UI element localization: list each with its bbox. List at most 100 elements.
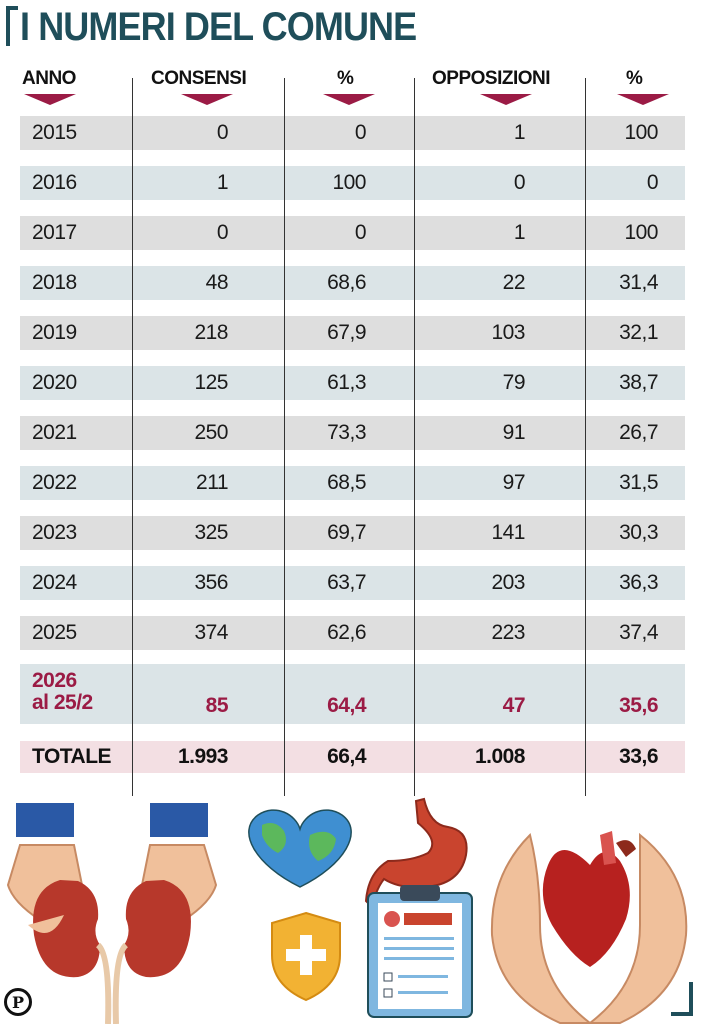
cell-consensi: 1 — [216, 171, 229, 194]
cell-pct-consensi: 64,4 — [327, 694, 366, 717]
cell-pct-opposizioni: 100 — [624, 121, 658, 144]
cell-pct-consensi: 0 — [354, 121, 367, 144]
cell-pct-opposizioni: 0 — [646, 171, 659, 194]
cell-opposizioni: 203 — [491, 571, 525, 594]
triangle-marker-pct-opposizioni — [617, 94, 669, 105]
column-header-anno: ANNO — [22, 68, 76, 89]
cell-anno: 2015 — [32, 121, 77, 144]
table-row: 2015 0 0 1 100 — [20, 116, 685, 150]
cell-pct-opposizioni: 100 — [624, 221, 658, 244]
cell-consensi: 211 — [196, 471, 228, 494]
shield-cross-icon — [271, 911, 341, 1002]
cell-consensi: 325 — [194, 521, 228, 544]
cell-anno: 2025 — [32, 621, 77, 644]
cell-consensi: 125 — [194, 371, 228, 394]
cell-pct-opposizioni: 35,6 — [619, 694, 658, 717]
cell-anno: 2024 — [32, 571, 77, 594]
cell-opposizioni: 0 — [513, 171, 526, 194]
cell-opposizioni: 223 — [491, 621, 525, 644]
cell-anno: TOTALE — [32, 745, 112, 768]
table-row: 2023 325 69,7 141 30,3 — [20, 516, 685, 550]
cell-opposizioni: 1 — [513, 221, 526, 244]
column-header-consensi: CONSENSI — [151, 68, 247, 89]
column-divider — [284, 78, 285, 796]
table-row: 2022 211 68,5 97 31,5 — [20, 466, 685, 500]
cell-pct-consensi: 66,4 — [327, 745, 366, 768]
publisher-logo-icon: P — [4, 988, 32, 1016]
table-row: 2026 al 25/2 85 64,4 47 35,6 — [20, 664, 685, 724]
column-divider — [132, 78, 133, 796]
cell-anno: 2026 al 25/2 — [32, 664, 132, 724]
total-row: TOTALE 1.993 66,4 1.008 33,6 — [20, 741, 685, 773]
column-header-pct-consensi: % — [337, 68, 354, 89]
cell-pct-opposizioni: 30,3 — [619, 521, 658, 544]
cell-consensi: 250 — [194, 421, 228, 444]
cell-anno: 2017 — [32, 221, 77, 244]
stomach-icon — [364, 797, 468, 909]
cell-pct-opposizioni: 37,4 — [619, 621, 658, 644]
cell-pct-opposizioni: 38,7 — [619, 371, 658, 394]
cell-anno: 2020 — [32, 371, 77, 394]
corner-bracket — [671, 982, 693, 1016]
cell-consensi: 0 — [216, 221, 229, 244]
page-title: I NUMERI DEL COMUNE — [20, 5, 417, 49]
triangle-marker-pct-consensi — [323, 94, 375, 105]
cell-consensi: 85 — [205, 694, 229, 717]
cell-pct-opposizioni: 33,6 — [619, 745, 658, 768]
cell-anno: 2021 — [32, 421, 77, 444]
cell-consensi: 0 — [216, 121, 229, 144]
kidneys-icon — [6, 803, 218, 1024]
cell-pct-consensi: 0 — [354, 221, 367, 244]
cell-pct-consensi: 63,7 — [327, 571, 366, 594]
column-header-pct-opposizioni: % — [626, 68, 643, 89]
cell-opposizioni: 141 — [491, 521, 525, 544]
cell-anno: 2018 — [32, 271, 77, 294]
year-label: 2026 — [32, 669, 77, 692]
cell-opposizioni: 1 — [513, 121, 526, 144]
cell-pct-opposizioni: 31,5 — [619, 471, 658, 494]
cell-opposizioni: 103 — [491, 321, 525, 344]
cell-anno: 2019 — [32, 321, 77, 344]
cell-pct-consensi: 67,9 — [327, 321, 366, 344]
cell-pct-consensi: 68,5 — [327, 471, 366, 494]
health-illustration — [6, 797, 688, 1024]
table-row: 2024 356 63,7 203 36,3 — [20, 566, 685, 600]
cell-pct-consensi: 100 — [332, 171, 366, 194]
triangle-marker-opposizioni — [480, 94, 532, 105]
globe-heart-icon — [248, 809, 352, 888]
table-row: 2020 125 61,3 79 38,7 — [20, 366, 685, 400]
cell-opposizioni: 91 — [502, 421, 526, 444]
cell-pct-consensi: 62,6 — [327, 621, 366, 644]
table-row: 2017 0 0 1 100 — [20, 216, 685, 250]
cell-pct-consensi: 73,3 — [327, 421, 366, 444]
cell-consensi: 374 — [194, 621, 228, 644]
heart-in-hands-icon — [490, 831, 688, 1024]
cell-anno: 2022 — [32, 471, 77, 494]
year-sublabel: al 25/2 — [32, 691, 93, 714]
column-divider — [414, 78, 415, 796]
cell-anno: 2016 — [32, 171, 77, 194]
table-row: 2025 374 62,6 223 37,4 — [20, 616, 685, 650]
cell-pct-consensi: 61,3 — [327, 371, 366, 394]
cell-opposizioni: 1.008 — [474, 745, 526, 768]
cell-pct-consensi: 68,6 — [327, 271, 366, 294]
column-header-opposizioni: OPPOSIZIONI — [432, 68, 551, 89]
cell-opposizioni: 47 — [502, 694, 526, 717]
cell-anno: 2023 — [32, 521, 77, 544]
cell-consensi: 356 — [194, 571, 228, 594]
cell-pct-opposizioni: 36,3 — [619, 571, 658, 594]
column-divider — [585, 78, 586, 796]
table-row: 2016 1 100 0 0 — [20, 166, 685, 200]
cell-opposizioni: 22 — [502, 271, 526, 294]
triangle-marker-anno — [24, 94, 76, 105]
cell-consensi: 218 — [194, 321, 228, 344]
triangle-marker-consensi — [181, 94, 233, 105]
patient-card-icon — [367, 885, 473, 1018]
cell-consensi: 1.993 — [177, 745, 229, 768]
cell-pct-opposizioni: 26,7 — [619, 421, 658, 444]
cell-opposizioni: 97 — [502, 471, 526, 494]
cell-opposizioni: 79 — [502, 371, 526, 394]
table-row: 2019 218 67,9 103 32,1 — [20, 316, 685, 350]
table-row: 2021 250 73,3 91 26,7 — [20, 416, 685, 450]
